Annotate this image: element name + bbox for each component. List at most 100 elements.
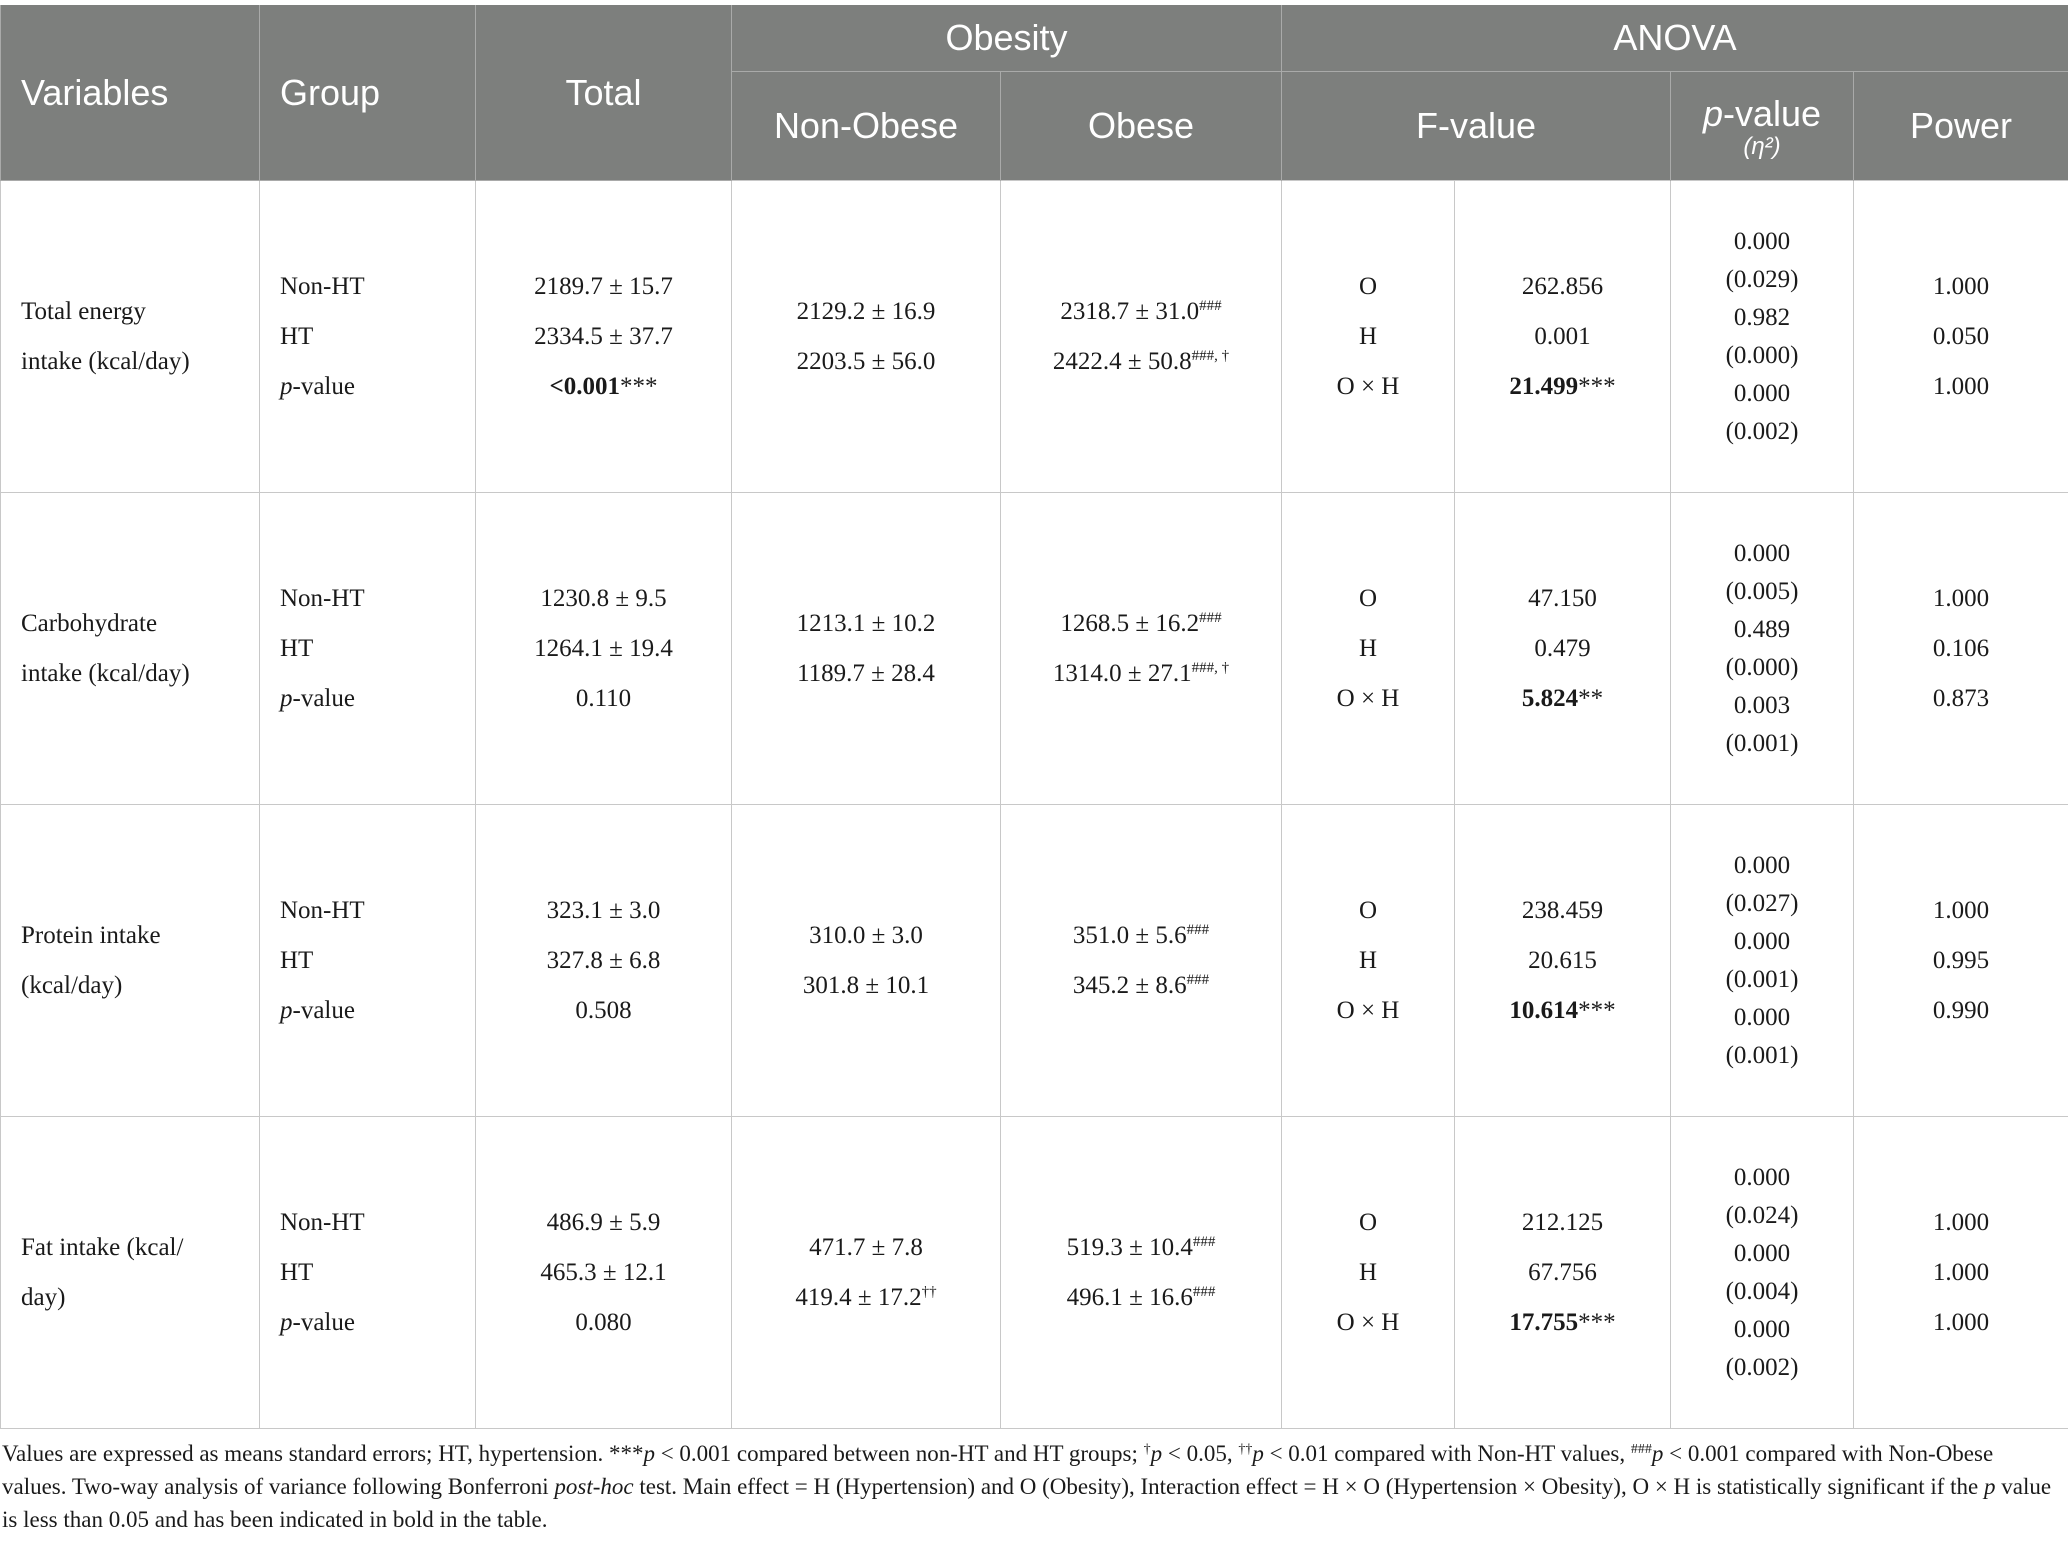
group-label: HT [280,946,314,974]
footnote-text: test. Main effect = H (Hypertension) and… [633,1474,1984,1499]
power-value: 1.000 [1932,272,1990,300]
effect-label: O [1358,1208,1378,1236]
f-value-cell: 212.125 67.756 17.755*** [1454,1116,1672,1429]
f-value-stars: *** [1578,996,1616,1024]
non-obese-value: 301.8 ± 10.1 [802,971,930,999]
effect-label: H [1358,322,1378,350]
group-p-letter: p [280,684,293,712]
significance-marker: ### [1192,1283,1216,1300]
significance-marker: ### [1192,1233,1216,1250]
results-table: Variables Group Total Obesity ANOVA Non-… [0,5,2068,1429]
obese-value-line: 345.2 ± 8.6### [1001,961,1281,1011]
variable-cell: Carbohydrate intake (kcal/day) [0,492,260,805]
total-p-value: 0.508 [575,996,632,1024]
obese-value: 2422.4 ± 50.8 [1052,347,1192,375]
power-value: 1.000 [1932,1208,1990,1236]
group-p-suffix: -value [292,684,355,712]
non-obese-value: 310.0 ± 3.0 [809,921,923,949]
total-value: 486.9 ± 5.9 [546,1208,661,1236]
non-obese-value: 471.7 ± 7.8 [809,1233,923,1261]
p-value-cell: 0.000 (0.024) 0.000 (0.004) 0.000 (0.002) [1670,1116,1855,1429]
f-value: 17.755 [1509,1308,1579,1336]
group-label: p-value [280,1298,475,1348]
non-obese-value-line: 471.7 ± 7.8 [732,1223,1000,1273]
total-value: 2334.5 ± 37.7 [534,322,673,350]
footnote-text: < 0.001 compared between non-HT and HT g… [654,1441,1144,1466]
p-value-entry: (0.001) [1725,729,1799,757]
total-p-line: <0.001*** [476,362,731,412]
p-value-entry: 0.982 [1733,303,1791,331]
obese-value-line: 1314.0 ± 27.1###, † [1001,649,1281,699]
power-value: 0.873 [1932,684,1990,712]
group-label: p-value [280,674,475,724]
variable-name-line: Protein intake [21,921,161,949]
total-p-line: 0.080 [476,1298,731,1348]
effect-label: H [1358,634,1378,662]
non-obese-value-line: 2203.5 ± 56.0 [732,337,1000,387]
power-value: 0.990 [1932,996,1990,1024]
non-obese-value-line: 2129.2 ± 16.9 [732,287,1000,337]
significance-marker: ###, † [1191,659,1230,676]
obese-cell: 1268.5 ± 16.2### 1314.0 ± 27.1###, † [999,492,1283,805]
table-row: Total energy intake (kcal/day) Non-HT HT p-v… [0,180,2068,493]
group-label: Non-HT [280,584,365,612]
f-value: 21.499 [1509,372,1579,400]
p-value-entry: (0.002) [1725,1353,1799,1381]
effect-label: H [1358,946,1378,974]
obese-value-line: 2422.4 ± 50.8###, † [1001,337,1281,387]
f-value-line: 21.499*** [1455,362,1670,412]
p-value-entry: 0.000 [1733,851,1791,879]
footnote-text: p [643,1441,655,1466]
variable-cell: Protein intake (kcal/day) [0,804,260,1117]
footnote-text: Values are expressed as means standard e… [2,1441,644,1466]
variable-name-line: day) [21,1283,66,1311]
header-power: Power [1853,71,2068,181]
power-value: 0.995 [1932,946,1990,974]
significance-marker: ### [1199,609,1222,626]
obese-value: 519.3 ± 10.4 [1066,1233,1193,1261]
non-obese-value: 2203.5 ± 56.0 [796,347,936,375]
footnote-text: < 0.01 compared with Non-HT values, [1263,1441,1631,1466]
obese-value: 496.1 ± 16.6 [1066,1283,1193,1311]
variable-cell: Fat intake (kcal/day) [0,1116,260,1429]
significance-marker: ### [1199,297,1222,314]
total-value: 465.3 ± 12.1 [540,1258,667,1286]
p-value-cell: 0.000 (0.027) 0.000 (0.001) 0.000 (0.001) [1670,804,1855,1117]
effect-label: O × H [1336,684,1400,712]
obese-value-line: 1268.5 ± 16.2### [1001,599,1281,649]
effect-label: O [1358,272,1378,300]
f-value-stars: *** [1578,372,1616,400]
header-anova: ANOVA [1281,5,2068,72]
group-label: Non-HT [280,1208,365,1236]
total-cell: 486.9 ± 5.9 465.3 ± 12.1 0.080 [475,1116,732,1429]
f-value: 212.125 [1521,1208,1604,1236]
power-value: 1.000 [1932,896,1990,924]
power-cell: 1.000 0.106 0.873 [1853,492,2068,805]
power-value: 1.000 [1932,372,1990,400]
total-cell: 323.1 ± 3.0 327.8 ± 6.8 0.508 [475,804,732,1117]
total-cell: 2189.7 ± 15.7 2334.5 ± 37.7 <0.001*** [475,180,732,493]
p-value-entry: 0.000 [1733,1239,1791,1267]
p-value-entry: 0.000 [1733,539,1791,567]
significance-marker: ###, † [1191,347,1230,364]
total-p-value: 0.110 [575,684,632,712]
f-value-line: 17.755*** [1455,1298,1670,1348]
total-value: 327.8 ± 6.8 [546,946,661,974]
group-cell: Non-HT HT p-value [259,1116,476,1429]
p-value-entry: 0.000 [1733,1315,1791,1343]
table-row: Carbohydrate intake (kcal/day) Non-HT HT p-v… [0,492,2068,805]
group-p-letter: p [280,1308,293,1336]
group-label: HT [280,634,314,662]
non-obese-value: 1189.7 ± 28.4 [797,659,935,687]
f-value-cell: 238.459 20.615 10.614*** [1454,804,1672,1117]
f-value-line: 238.459 [1455,886,1670,936]
total-p-stars: *** [620,372,658,400]
p-value-cell: 0.000 (0.005) 0.489 (0.000) 0.003 (0.001) [1670,492,1855,805]
f-value: 5.824 [1521,684,1579,712]
group-p-suffix: -value [292,372,355,400]
total-p-value: 0.080 [575,1308,632,1336]
f-value: 47.150 [1528,584,1597,612]
footnote-symbol: †† [1238,1442,1253,1457]
p-value-entry: 0.003 [1733,691,1791,719]
